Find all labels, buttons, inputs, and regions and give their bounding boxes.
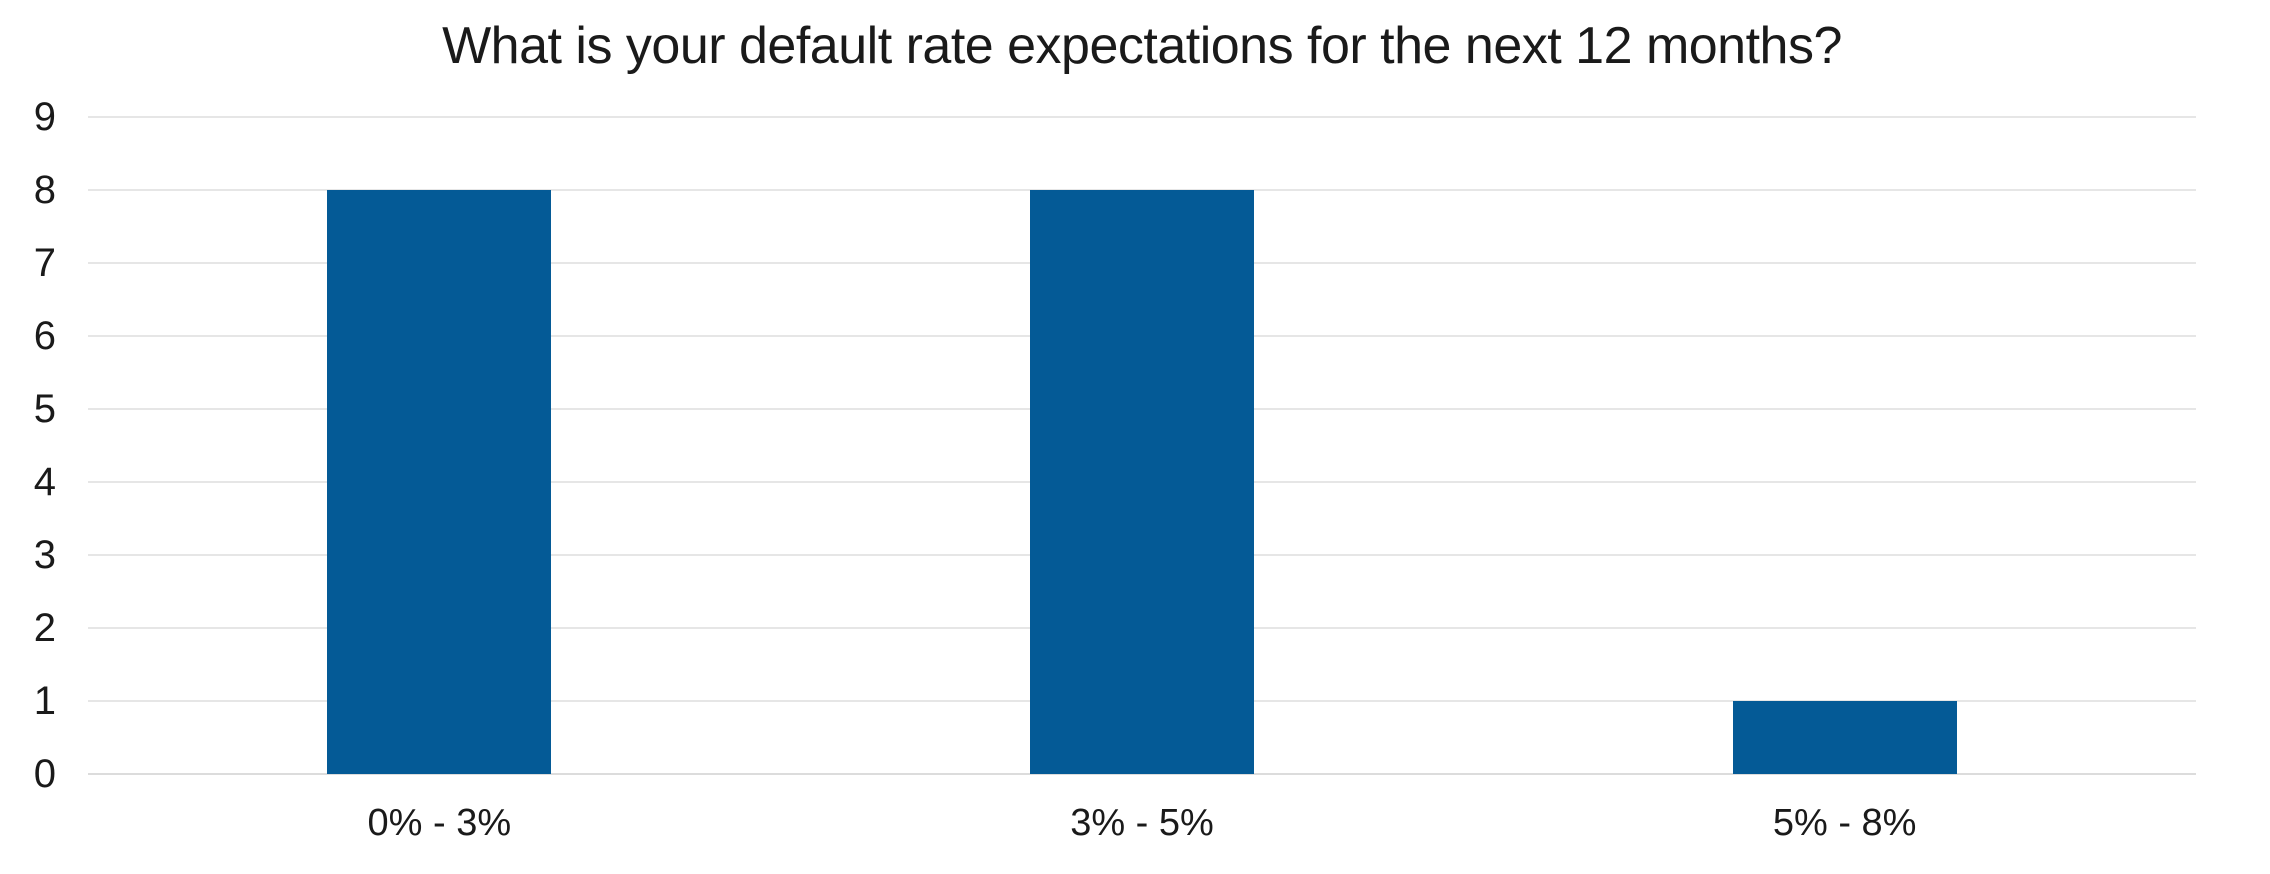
y-axis: 0 1 2 3 4 5 6 7 8 9 bbox=[0, 96, 56, 795]
bar bbox=[327, 190, 552, 774]
chart-title: What is your default rate expectations f… bbox=[442, 17, 1842, 75]
y-tick-label: 7 bbox=[33, 241, 56, 285]
y-tick-label: 1 bbox=[33, 679, 56, 723]
y-tick-label: 5 bbox=[33, 387, 56, 431]
y-tick-label: 4 bbox=[33, 460, 56, 504]
x-tick-label: 0% - 3% bbox=[367, 802, 512, 844]
y-tick-label: 9 bbox=[33, 95, 56, 139]
y-tick-label: 2 bbox=[33, 606, 56, 650]
gridline bbox=[88, 116, 2196, 118]
x-tick-label: 5% - 8% bbox=[1772, 802, 1917, 844]
y-tick-label: 6 bbox=[33, 314, 56, 358]
gridline bbox=[88, 773, 2196, 775]
plot-area: 0% - 3% 3% - 5% 5% - 8% bbox=[88, 116, 2196, 844]
y-tick-label: 0 bbox=[33, 752, 56, 796]
bar bbox=[1732, 701, 1957, 774]
y-tick-label: 8 bbox=[33, 168, 56, 212]
bar bbox=[1030, 190, 1254, 774]
y-tick-label: 3 bbox=[33, 533, 56, 577]
x-tick-label: 3% - 5% bbox=[1070, 802, 1214, 844]
